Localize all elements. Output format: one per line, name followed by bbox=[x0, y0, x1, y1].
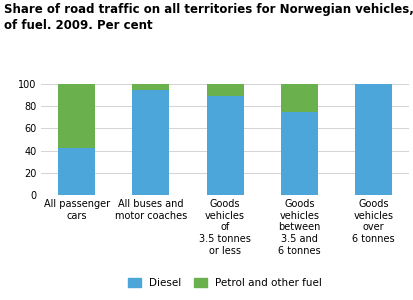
Bar bbox=[206, 96, 244, 195]
Text: Share of road traffic on all territories for Norwegian vehicles, by type
of fuel: Share of road traffic on all territories… bbox=[4, 3, 413, 32]
Bar bbox=[132, 84, 169, 89]
Bar bbox=[132, 89, 169, 195]
Bar bbox=[206, 84, 244, 96]
Bar bbox=[355, 84, 392, 195]
Bar bbox=[58, 148, 95, 195]
Legend: Diesel, Petrol and other fuel: Diesel, Petrol and other fuel bbox=[126, 276, 324, 290]
Bar bbox=[281, 112, 318, 195]
Bar bbox=[58, 84, 95, 148]
Bar bbox=[281, 84, 318, 112]
